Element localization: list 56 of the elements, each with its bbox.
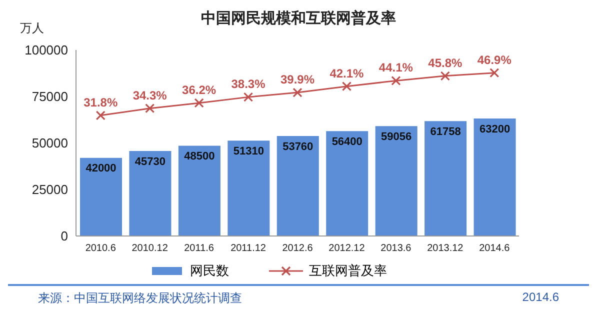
legend-label: 网民数: [190, 262, 229, 280]
data-label: 34.3%: [132, 88, 168, 102]
y-tick-label: 50000: [32, 136, 68, 151]
x-tick-label: 2012.12: [328, 243, 366, 254]
point: [292, 88, 302, 98]
legend-label: 互联网普及率: [309, 262, 387, 280]
data-label: 45730: [134, 156, 166, 168]
point: [342, 82, 352, 92]
source-note: 来源：中国互联网络发展状况统计调查: [38, 290, 242, 307]
data-label: 45.8%: [428, 56, 463, 70]
data-label: 39.9%: [280, 72, 315, 87]
bar: [80, 158, 122, 236]
y-axis-title: 万人: [20, 20, 44, 37]
point: [145, 104, 155, 114]
data-label: 46.9%: [477, 52, 512, 67]
x-tick-label: 2011.6: [184, 243, 214, 254]
y-tick-label: 25000: [32, 182, 68, 198]
x-tick-label: 2010.12: [132, 243, 168, 254]
x-tick-label: 2010.6: [85, 243, 116, 254]
data-label: 42.1%: [330, 66, 364, 80]
y-tick-label: 75000: [32, 89, 68, 104]
y-tick-label: 100000: [24, 42, 68, 58]
point: [440, 71, 450, 81]
y-tick-label: 0: [60, 228, 68, 244]
bar: [375, 126, 418, 236]
point: [391, 76, 401, 86]
x-tick-label: 2014.6: [479, 243, 510, 254]
data-label: 38.3%: [231, 77, 266, 92]
point: [490, 68, 500, 78]
point: [194, 98, 204, 108]
x-tick-label: 2011.12: [230, 243, 266, 254]
bar: [326, 131, 368, 236]
bar: [228, 140, 270, 236]
text: 2014.6: [522, 290, 559, 306]
point: [96, 110, 106, 120]
data-label: 59056: [381, 130, 412, 143]
chart-title: 中国网民规模和互联网普及率: [201, 10, 396, 27]
bar: [129, 150, 172, 236]
data-label: 42000: [86, 162, 116, 175]
data-label: 63200: [479, 123, 510, 136]
data-label: 36.2%: [182, 82, 216, 97]
data-label: 48500: [184, 150, 215, 163]
data-label: 51310: [233, 145, 264, 158]
bar: [178, 146, 220, 236]
data-label: 44.1%: [378, 60, 414, 75]
data-label: 53760: [282, 140, 314, 153]
bar: [474, 118, 516, 236]
bar: [424, 121, 467, 236]
data-label: 31.8%: [84, 95, 118, 110]
point: [243, 92, 254, 102]
data-label: 56400: [332, 136, 362, 148]
bar: [276, 136, 319, 236]
x-tick-label: 2013.6: [380, 243, 412, 254]
x-tick-label: 2012.6: [282, 243, 314, 254]
data-label: 61758: [430, 126, 461, 138]
x-tick-label: 2013.12: [427, 243, 464, 254]
